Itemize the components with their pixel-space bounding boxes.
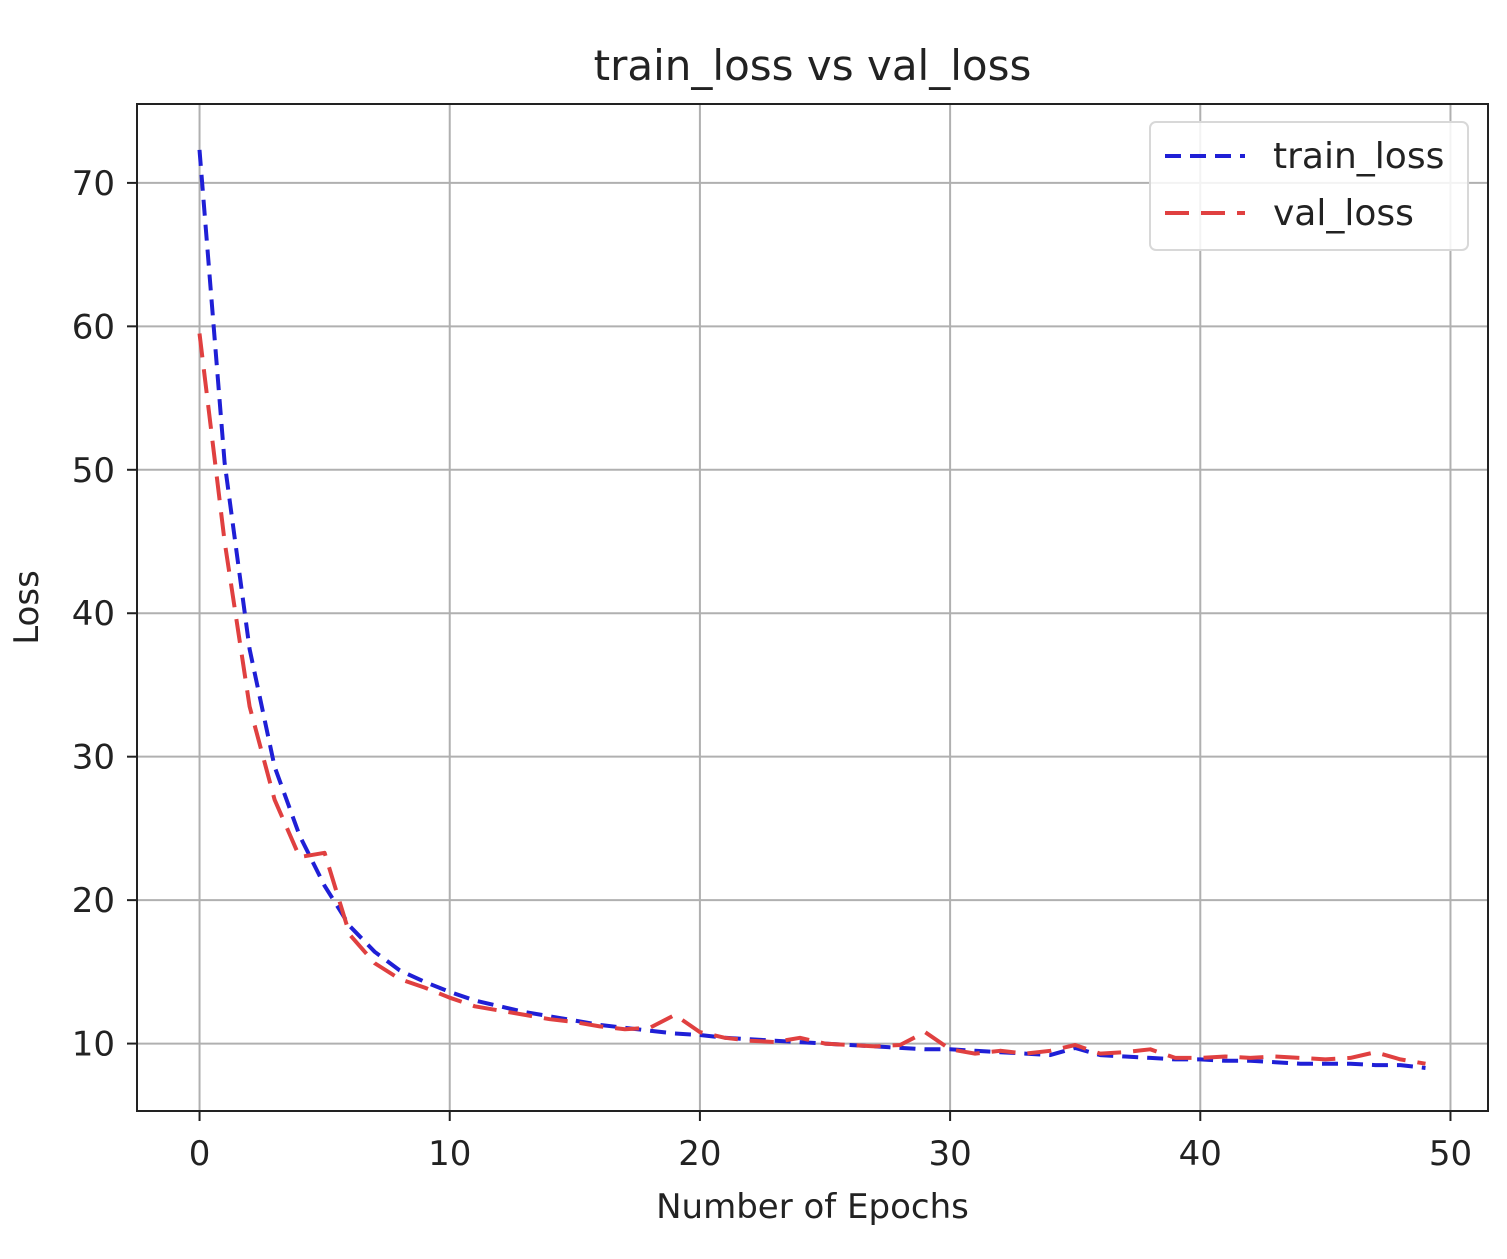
- y-tick-label: 50: [72, 451, 115, 491]
- x-tick-label: 50: [1429, 1134, 1472, 1174]
- series-line-val-loss: [197, 333, 1426, 1066]
- x-tick-label: 10: [428, 1134, 471, 1174]
- series-layer: [197, 149, 1426, 1070]
- ticks: 0 10 20 30 40 50 10 20 30 40 50 60 70: [72, 164, 1472, 1174]
- x-axis-label: Number of Epochs: [656, 1187, 969, 1227]
- x-tick-label: 0: [189, 1134, 211, 1174]
- y-tick-label: 10: [72, 1025, 115, 1065]
- y-tick-label: 60: [72, 307, 115, 347]
- x-tick-label: 20: [678, 1134, 721, 1174]
- y-axis-label: Loss: [7, 570, 47, 645]
- y-tick-label: 30: [72, 738, 115, 778]
- series-line-train-loss: [197, 149, 1426, 1070]
- legend-label-val-loss: val_loss: [1273, 193, 1414, 234]
- x-tick-label: 30: [928, 1134, 971, 1174]
- y-tick-label: 20: [72, 881, 115, 921]
- x-tick-label: 40: [1179, 1134, 1222, 1174]
- legend-label-train-loss: train_loss: [1273, 136, 1444, 177]
- plot-frame: [136, 103, 1489, 1112]
- chart-title: train_loss vs val_loss: [594, 41, 1032, 90]
- y-tick-label: 40: [72, 594, 115, 634]
- grid: [137, 104, 1488, 1111]
- legend: train_loss val_loss: [1149, 121, 1469, 251]
- y-tick-label: 70: [72, 164, 115, 204]
